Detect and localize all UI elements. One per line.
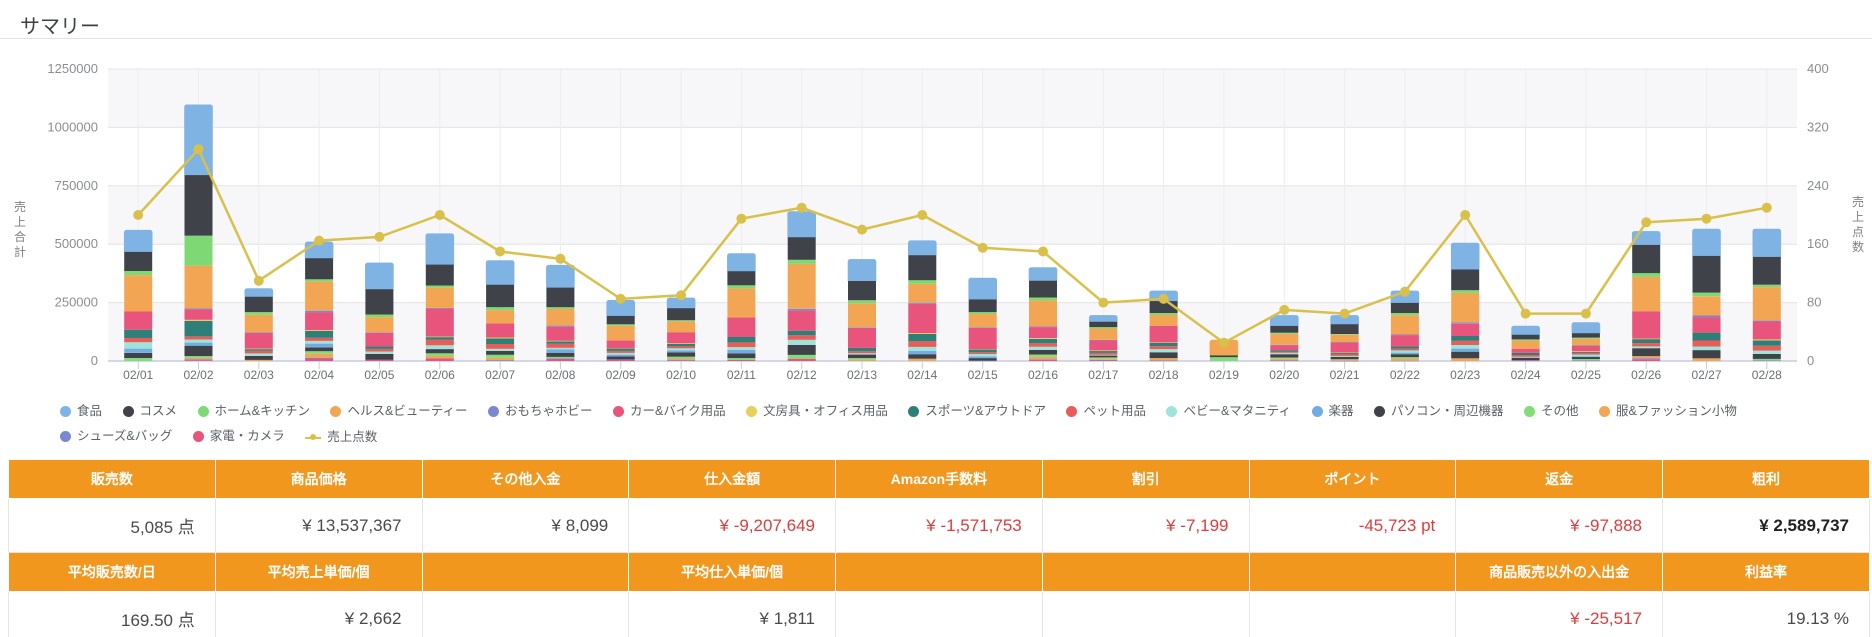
svg-text:320: 320 bbox=[1807, 119, 1829, 134]
svg-text:02/02: 02/02 bbox=[183, 368, 213, 382]
svg-text:02/17: 02/17 bbox=[1088, 368, 1118, 382]
svg-text:240: 240 bbox=[1807, 178, 1829, 193]
svg-text:02/07: 02/07 bbox=[485, 368, 515, 382]
svg-text:1250000: 1250000 bbox=[47, 61, 98, 76]
svg-text:02/26: 02/26 bbox=[1631, 368, 1661, 382]
svg-text:750000: 750000 bbox=[55, 178, 98, 193]
svg-text:02/05: 02/05 bbox=[364, 368, 394, 382]
svg-text:0: 0 bbox=[1807, 353, 1814, 368]
svg-text:02/27: 02/27 bbox=[1691, 368, 1721, 382]
svg-text:02/13: 02/13 bbox=[847, 368, 877, 382]
svg-text:02/08: 02/08 bbox=[545, 368, 575, 382]
svg-text:02/11: 02/11 bbox=[727, 368, 756, 382]
svg-text:02/14: 02/14 bbox=[907, 368, 937, 382]
svg-text:02/04: 02/04 bbox=[304, 368, 334, 382]
svg-text:02/19: 02/19 bbox=[1209, 368, 1239, 382]
svg-text:80: 80 bbox=[1807, 295, 1821, 310]
svg-text:02/24: 02/24 bbox=[1511, 368, 1541, 382]
svg-text:02/18: 02/18 bbox=[1149, 368, 1179, 382]
svg-text:02/03: 02/03 bbox=[244, 368, 274, 382]
svg-text:02/22: 02/22 bbox=[1390, 368, 1420, 382]
svg-text:250000: 250000 bbox=[55, 295, 98, 310]
svg-text:02/21: 02/21 bbox=[1330, 368, 1360, 382]
svg-text:02/25: 02/25 bbox=[1571, 368, 1601, 382]
svg-text:400: 400 bbox=[1807, 61, 1829, 76]
svg-text:02/23: 02/23 bbox=[1450, 368, 1480, 382]
svg-text:02/20: 02/20 bbox=[1269, 368, 1299, 382]
svg-text:0: 0 bbox=[91, 353, 98, 368]
svg-text:02/09: 02/09 bbox=[606, 368, 636, 382]
svg-text:500000: 500000 bbox=[55, 236, 98, 251]
svg-text:02/15: 02/15 bbox=[968, 368, 998, 382]
svg-text:160: 160 bbox=[1807, 236, 1829, 251]
svg-text:02/12: 02/12 bbox=[787, 368, 817, 382]
svg-text:02/16: 02/16 bbox=[1028, 368, 1058, 382]
svg-text:02/28: 02/28 bbox=[1752, 368, 1782, 382]
svg-text:02/01: 02/01 bbox=[123, 368, 153, 382]
svg-text:02/10: 02/10 bbox=[666, 368, 696, 382]
svg-text:1000000: 1000000 bbox=[47, 119, 98, 134]
svg-text:02/06: 02/06 bbox=[425, 368, 455, 382]
